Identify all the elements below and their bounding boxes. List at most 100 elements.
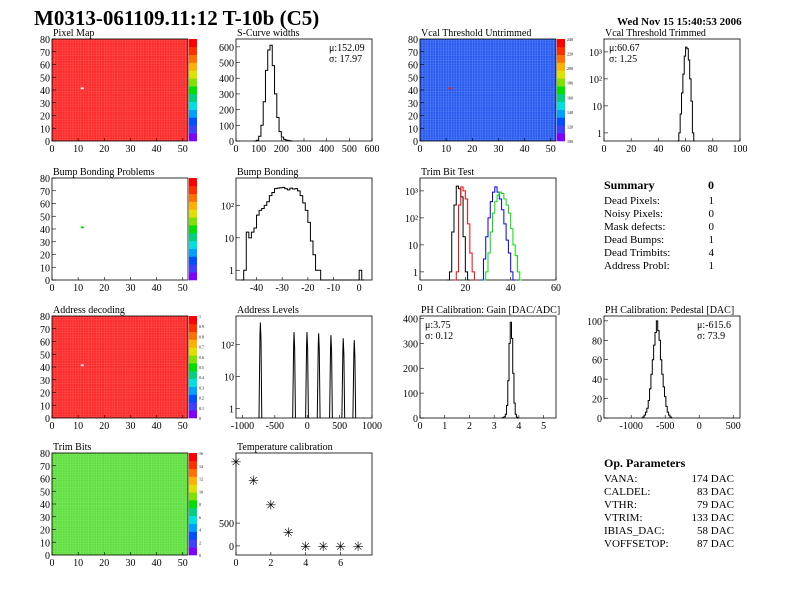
colorbar-segment [557, 101, 565, 110]
y-tick-label: 400 [403, 314, 418, 325]
summary-value: 4 [708, 247, 715, 259]
y-tick-label: 50 [408, 73, 418, 84]
chart-address-levels: Address Levels -1000 -500 0 500 1000 1 10 10² [221, 305, 382, 432]
y-tick-label: 10 [40, 263, 50, 274]
y-tick-label: 500 [219, 519, 234, 530]
colorbar-segment [189, 225, 197, 234]
y-tick-label: 40 [408, 86, 418, 97]
colorbar-segment [557, 125, 565, 134]
colorbar-segment [557, 109, 565, 118]
special-pixel [80, 364, 84, 367]
x-tick-label: 50 [178, 283, 188, 294]
colorbar-tick-label: 120 [567, 124, 573, 129]
summary-total: 0 [708, 178, 714, 192]
colorbar-tick-label: 8 [199, 502, 201, 507]
plot-frame [235, 177, 373, 281]
colorbar-tick-label: 0.4 [199, 375, 204, 380]
param-row: VTRIM: 133 DAC [604, 512, 734, 525]
y-tick-label: 60 [592, 356, 602, 367]
address-level-peak [329, 335, 333, 419]
colorbar-tick-label: 14 [199, 464, 203, 469]
param-row: VOFFSETOP: 87 DAC [604, 538, 734, 551]
x-tick-label: 40 [152, 283, 162, 294]
histogram [641, 320, 673, 419]
colorbar-segment [557, 62, 565, 71]
colorbar-segment [189, 101, 197, 110]
x-tick-label: 0 [357, 283, 362, 294]
x-tick-label: 40 [506, 283, 516, 294]
x-tick-label: 50 [546, 144, 556, 155]
summary-row: Address Probl: 1 [604, 260, 714, 273]
address-level-peak [305, 332, 309, 419]
histogram-series-3 [483, 191, 522, 281]
colorbar-segment [189, 201, 197, 210]
param-row: VTHR: 79 DAC [604, 499, 734, 512]
timestamp: Wed Nov 15 15:40:53 2006 [617, 16, 742, 28]
y-tick-label: 10 [40, 538, 50, 549]
colorbar-segment [189, 316, 197, 325]
colorbar-tick-label: 6 [199, 515, 201, 520]
canvas-title: M0313-061109.11:12 T-10b (C5) [34, 6, 320, 30]
colorbar-tick-label: 220 [567, 52, 573, 57]
colorbar-segment [189, 62, 197, 71]
y-tick-label: 20 [40, 389, 50, 400]
chart-vcal-trimmed: Vcal Threshold Trimmed 0 20 40 60 80 100 1 10 10²… [589, 28, 748, 155]
colorbar-segment [189, 178, 197, 187]
colorbar-segment [557, 70, 565, 79]
y-tick-label: 20 [592, 395, 602, 406]
y-tick-label: 100 [403, 389, 418, 400]
colorbar-segment [189, 331, 197, 340]
param-row: IBIAS_DAC: 58 DAC [604, 525, 734, 538]
x-tick-label: 30 [125, 421, 135, 432]
x-tick-label: 0 [50, 558, 55, 569]
data-point-marker: ✳ [231, 455, 242, 470]
y-tick-label: 0 [597, 414, 602, 425]
y-tick-label: 50 [40, 73, 50, 84]
y-tick-label: 80 [40, 312, 50, 323]
param-label: VTRIM: [604, 512, 643, 524]
y-tick-label: 50 [40, 350, 50, 361]
x-tick-label: 0 [418, 144, 423, 155]
summary-row: Dead Pixels: 1 [604, 195, 714, 208]
colorbar-segment [189, 193, 197, 202]
summary-value: 1 [708, 195, 715, 207]
colorbar-segment [189, 70, 197, 79]
y-tick-label: 80 [408, 35, 418, 46]
x-tick-label: 200 [274, 144, 289, 155]
colorbar-segment [189, 264, 197, 273]
x-tick-label: 50 [178, 558, 188, 569]
y-tick-label: 0 [45, 276, 50, 287]
param-label: VTHR: [604, 499, 637, 511]
op-parameters-table: Op. Parameters VANA: 174 DAC CALDEL: 83 DA… [604, 456, 734, 551]
histogram [501, 321, 519, 419]
y-tick-label: 70 [40, 48, 50, 59]
chart-title: Pixel Map [53, 28, 94, 39]
y-tick-label: 30 [40, 99, 50, 110]
y-tick-label: 10 [40, 401, 50, 412]
x-tick-label: 500 [342, 144, 357, 155]
x-tick-label: 20 [99, 421, 109, 432]
stats-mean: μ:-615.6 [697, 320, 731, 331]
x-tick-label: 40 [520, 144, 530, 155]
colorbar-segment [557, 54, 565, 63]
data-point-marker: ✳ [283, 525, 294, 540]
x-tick-label: -1000 [620, 421, 643, 432]
y-tick-label: 60 [408, 61, 418, 72]
data-point-marker: ✳ [300, 539, 311, 554]
x-tick-label: 0 [602, 144, 607, 155]
x-tick-label: 2 [268, 558, 273, 569]
y-tick-label: 300 [219, 90, 234, 101]
y-tick-label: 10 [224, 373, 234, 384]
colorbar-segment [189, 378, 197, 387]
y-tick-label: 20 [40, 526, 50, 537]
y-tick-label: 80 [40, 35, 50, 46]
x-tick-label: 600 [365, 144, 380, 155]
y-tick-label: 80 [592, 336, 602, 347]
x-tick-label: 80 [708, 144, 718, 155]
colorbar-segment [189, 531, 197, 540]
chart-title: Trim Bits [53, 442, 91, 453]
chart-title: PH Calibration: Gain [DAC/ADC] [421, 305, 560, 316]
summary-row: Dead Trimbits: 4 [604, 247, 714, 260]
heatmap-fill [52, 39, 188, 141]
colorbar-segment [557, 46, 565, 55]
